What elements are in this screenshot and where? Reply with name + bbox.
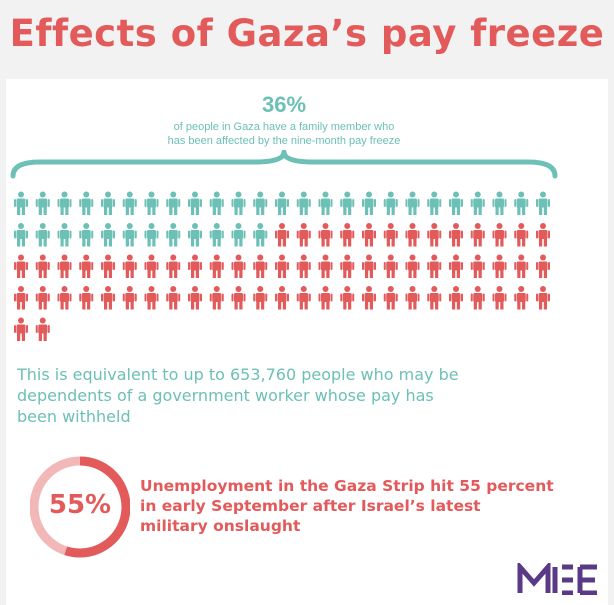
- ring-percent-label: 55%: [48, 490, 112, 520]
- equivalent-text: This is equivalent to up to 653,760 peop…: [17, 364, 517, 427]
- equivalent-line-2: dependents of a government worker whose …: [17, 386, 434, 405]
- stat-line-2: has been affected by the nine-month pay …: [167, 135, 401, 147]
- unemployment-line-1: Unemployment in the Gaza Strip hit 55 pe…: [140, 477, 554, 495]
- unemployment-text: Unemployment in the Gaza Strip hit 55 pe…: [140, 476, 580, 536]
- equivalent-line-1: This is equivalent to up to 653,760 peop…: [17, 365, 459, 384]
- unemployment-line-3: military onslaught: [140, 517, 301, 535]
- stat-percent: 36%: [261, 92, 307, 117]
- mee-logo: [517, 563, 597, 595]
- stat-line-1: of people in Gaza have a family member w…: [173, 121, 395, 133]
- page-title: Effects of Gaza’s pay freeze: [9, 12, 605, 55]
- ring-progress: [64, 456, 130, 558]
- curly-brace-icon: [10, 150, 558, 179]
- equivalent-line-3: been withheld: [17, 407, 131, 426]
- percent-ring: [30, 456, 130, 558]
- unemployment-line-2: in early September after Israel’s latest: [140, 497, 481, 515]
- stat-description: of people in Gaza have a family member w…: [0, 120, 568, 148]
- content-panel: [6, 79, 608, 605]
